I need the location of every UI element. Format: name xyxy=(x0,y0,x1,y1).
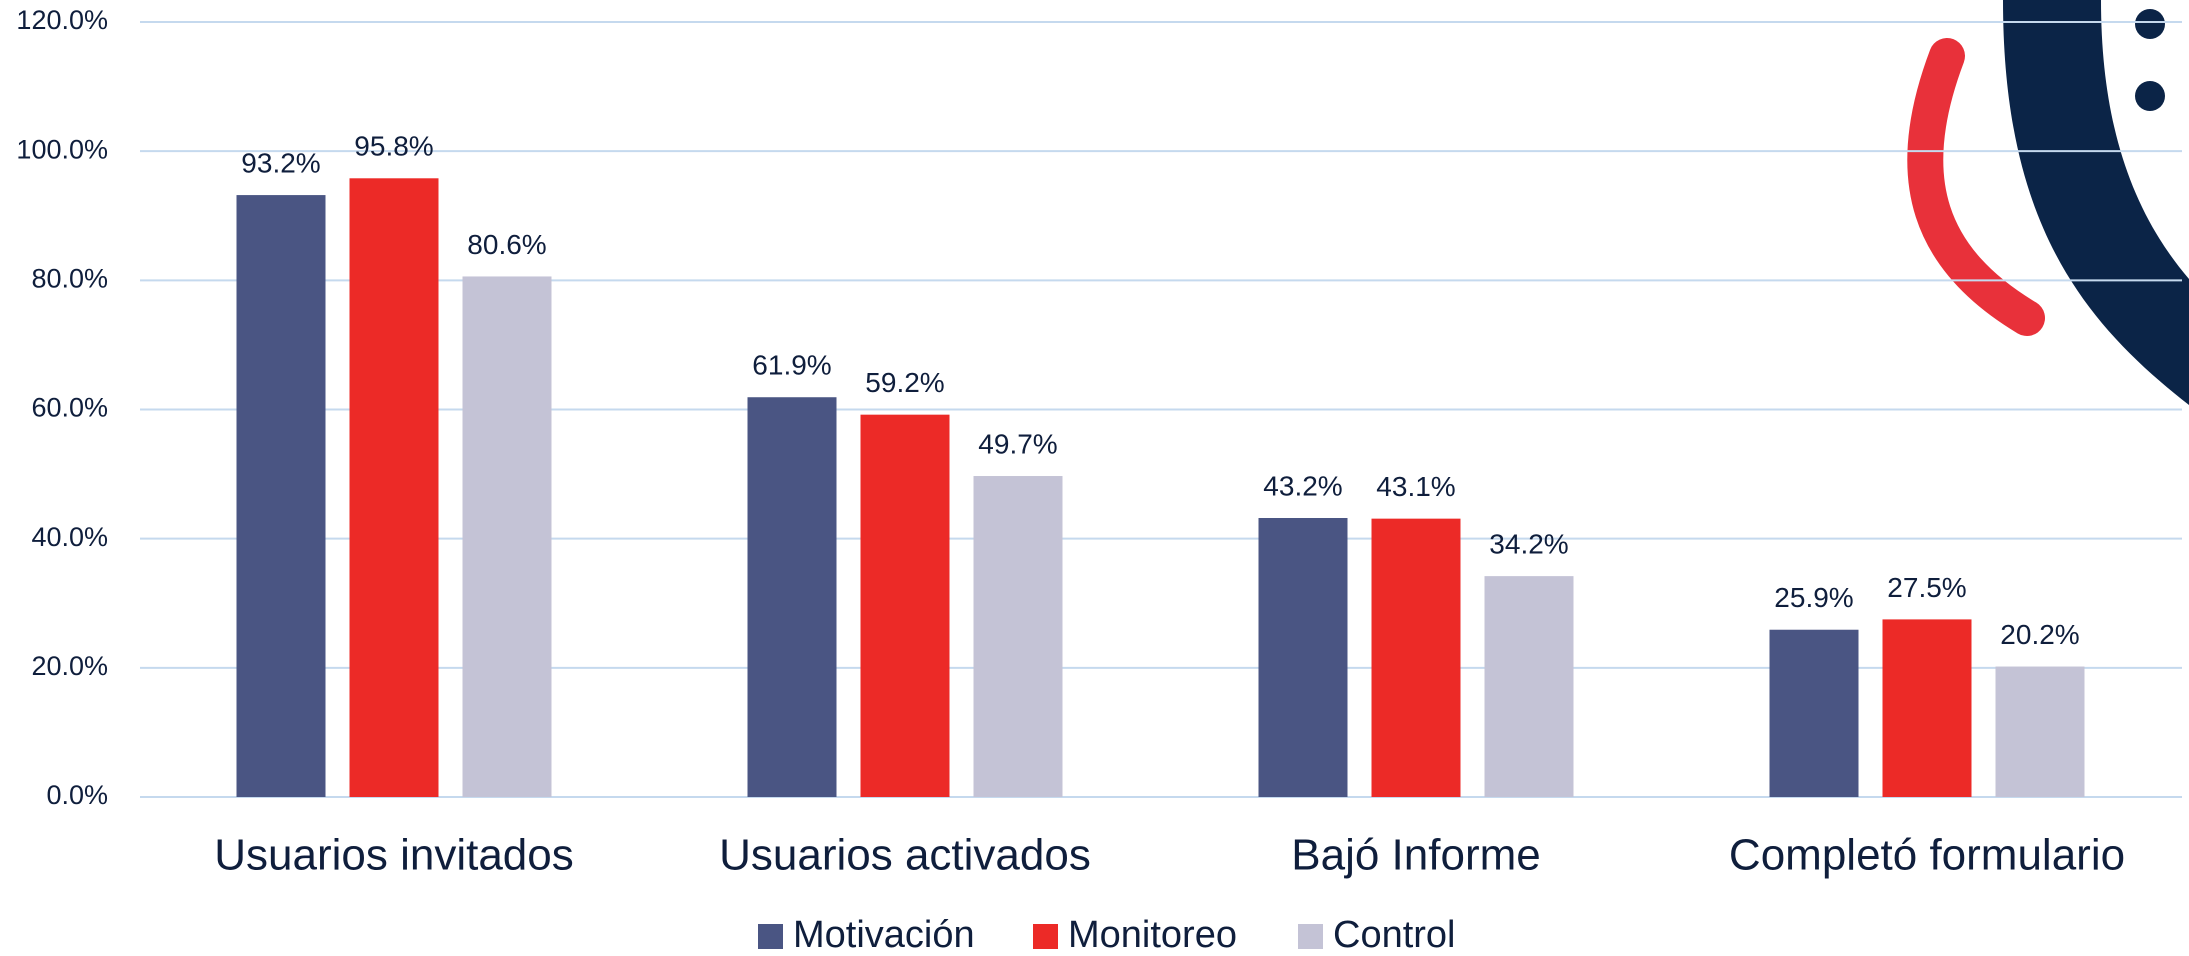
value-label: 34.2% xyxy=(1489,529,1568,560)
legend-swatch xyxy=(1033,924,1058,949)
bar xyxy=(974,476,1063,797)
legend-swatch xyxy=(1298,924,1323,949)
value-label: 20.2% xyxy=(2000,619,2079,650)
bar xyxy=(1259,518,1348,797)
x-tick-label: Completó formulario xyxy=(1729,831,2125,880)
bar xyxy=(1996,667,2085,797)
value-label: 61.9% xyxy=(752,350,831,381)
dot xyxy=(2135,9,2165,39)
value-label: 59.2% xyxy=(865,367,944,398)
bar xyxy=(463,276,552,797)
value-label: 25.9% xyxy=(1774,582,1853,613)
bar xyxy=(748,397,837,797)
bar xyxy=(1372,519,1461,797)
y-tick-label: 40.0% xyxy=(31,522,108,552)
bar xyxy=(350,178,439,797)
bar xyxy=(237,195,326,797)
value-label: 93.2% xyxy=(241,147,320,178)
navy-shape xyxy=(2003,0,2189,405)
dot xyxy=(2135,81,2165,111)
legend-swatch xyxy=(758,924,783,949)
chart: 0.0% 20.0% 40.0% 60.0% 80.0% 100.0% 120.0% Usua… xyxy=(0,0,2189,956)
legend-label: Control xyxy=(1333,914,1456,956)
value-label: 27.5% xyxy=(1887,572,1966,603)
x-tick-label: Usuarios activados xyxy=(719,831,1091,880)
bar xyxy=(1883,619,1972,797)
legend-label: Monitoreo xyxy=(1068,914,1237,956)
legend-label: Motivación xyxy=(793,914,975,956)
bar xyxy=(1770,630,1859,797)
value-label: 80.6% xyxy=(467,229,546,260)
y-tick-label: 100.0% xyxy=(16,134,108,164)
bar xyxy=(1485,576,1574,797)
bar xyxy=(861,415,950,797)
y-tick-label: 0.0% xyxy=(46,780,108,810)
value-label: 43.2% xyxy=(1263,470,1342,501)
y-tick-label: 80.0% xyxy=(31,263,108,293)
y-tick-label: 60.0% xyxy=(31,393,108,423)
value-label: 49.7% xyxy=(978,428,1057,459)
y-tick-label: 20.0% xyxy=(31,651,108,681)
decoration xyxy=(1925,0,2189,405)
value-label: 95.8% xyxy=(354,131,433,162)
value-label: 43.1% xyxy=(1376,471,1455,502)
y-tick-label: 120.0% xyxy=(16,5,108,35)
x-tick-label: Usuarios invitados xyxy=(214,831,574,880)
x-tick-label: Bajó Informe xyxy=(1291,831,1540,880)
